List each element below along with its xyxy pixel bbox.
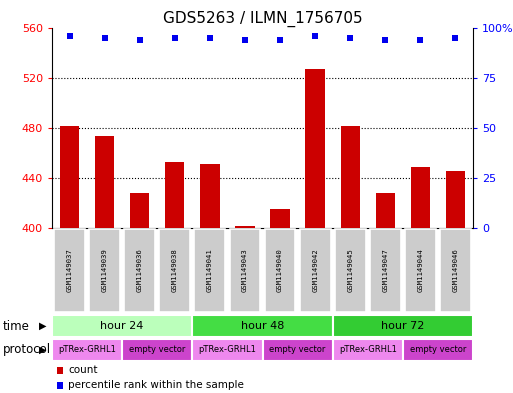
Text: hour 48: hour 48 (241, 321, 284, 331)
Point (416, 37, 424, 43)
Title: GDS5263 / ILMN_1756705: GDS5263 / ILMN_1756705 (163, 11, 362, 27)
Text: GSM1149037: GSM1149037 (67, 249, 72, 292)
Bar (440, 229, 471, 312)
Text: hour 24: hour 24 (101, 321, 144, 331)
Text: ▶: ▶ (40, 321, 47, 331)
Bar (95, 136, 114, 228)
Text: pTRex-GRHL1: pTRex-GRHL1 (58, 345, 116, 354)
Text: GSM1149047: GSM1149047 (382, 249, 388, 292)
Bar (54, 229, 85, 312)
Text: GSM1149038: GSM1149038 (172, 249, 178, 292)
Text: GSM1149043: GSM1149043 (242, 249, 248, 292)
Bar (341, 125, 360, 228)
Bar (405, 229, 436, 312)
Text: count: count (68, 365, 98, 375)
Bar (89, 229, 120, 312)
Text: ▶: ▶ (40, 345, 47, 355)
Bar (52, 315, 192, 337)
Bar (300, 229, 330, 312)
Bar (200, 164, 220, 228)
Bar (122, 339, 192, 361)
Bar (160, 229, 190, 312)
Text: GSM1149044: GSM1149044 (418, 249, 423, 292)
Bar (265, 229, 295, 312)
Bar (60, 125, 79, 228)
Bar (332, 339, 403, 361)
Point (206, 35, 214, 41)
Text: GSM1149036: GSM1149036 (136, 249, 143, 292)
Bar (165, 162, 185, 228)
Bar (370, 229, 401, 312)
Bar (52, 339, 122, 361)
Bar (446, 171, 465, 228)
Bar (411, 167, 430, 228)
Text: protocol: protocol (3, 343, 51, 356)
Bar (194, 229, 225, 312)
Text: pTRex-GRHL1: pTRex-GRHL1 (199, 345, 256, 354)
Text: GSM1149042: GSM1149042 (312, 249, 318, 292)
Text: pTRex-GRHL1: pTRex-GRHL1 (339, 345, 397, 354)
Point (381, 37, 389, 43)
Bar (229, 229, 261, 312)
Point (241, 37, 249, 43)
Point (135, 37, 144, 43)
Text: GSM1149039: GSM1149039 (102, 249, 108, 292)
Text: GSM1149046: GSM1149046 (452, 249, 459, 292)
Bar (305, 69, 325, 228)
Point (451, 35, 460, 41)
Bar (192, 339, 263, 361)
Text: empty vector: empty vector (410, 345, 466, 354)
Text: empty vector: empty vector (269, 345, 326, 354)
Text: GSM1149045: GSM1149045 (347, 249, 353, 292)
Bar (270, 209, 290, 228)
Point (276, 37, 284, 43)
Bar (130, 193, 149, 228)
Bar (403, 339, 473, 361)
Text: GSM1149041: GSM1149041 (207, 249, 213, 292)
Text: time: time (3, 320, 29, 332)
Bar (332, 315, 473, 337)
Point (101, 35, 109, 41)
Bar (263, 339, 332, 361)
Point (171, 35, 179, 41)
Text: hour 72: hour 72 (381, 321, 425, 331)
Point (346, 35, 354, 41)
Bar (235, 226, 254, 228)
Text: GSM1149040: GSM1149040 (277, 249, 283, 292)
Point (66, 33, 74, 39)
Text: percentile rank within the sample: percentile rank within the sample (68, 380, 244, 390)
Text: empty vector: empty vector (129, 345, 185, 354)
Point (311, 33, 319, 39)
Bar (124, 229, 155, 312)
Bar (192, 315, 332, 337)
Bar (335, 229, 366, 312)
Bar (376, 193, 395, 228)
